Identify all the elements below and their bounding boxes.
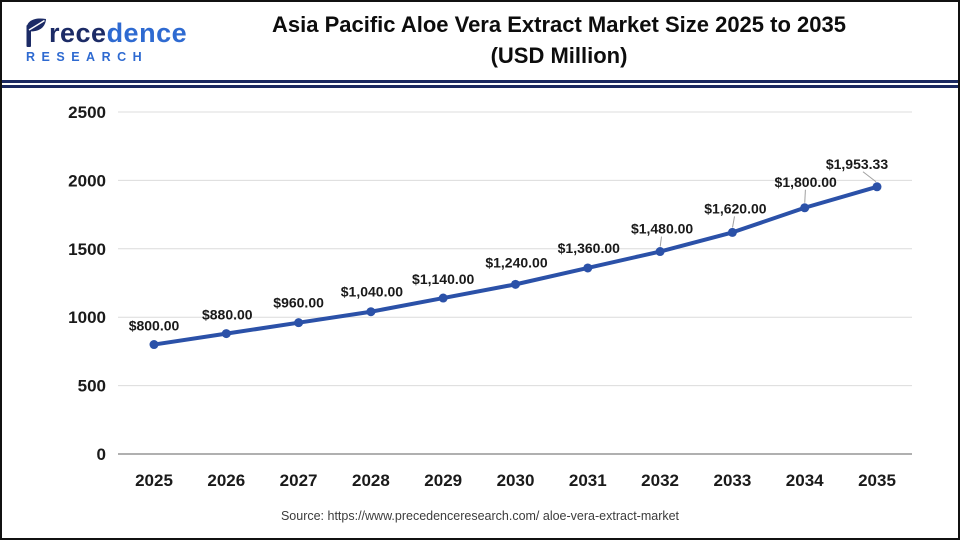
brand-subtitle: RESEARCH	[26, 50, 149, 64]
data-point	[149, 340, 159, 350]
data-point-label: $880.00	[202, 307, 253, 323]
x-tick-label: 2027	[280, 471, 318, 490]
x-tick-label: 2026	[207, 471, 245, 490]
y-tick-label: 500	[78, 377, 106, 396]
data-point	[727, 227, 737, 237]
line-chart: 0 500 1000 1500 2000 2500 2025 2026 2027 2028 2029…	[68, 103, 912, 490]
x-tick-label: 2025	[135, 471, 173, 490]
x-tick-label: 2032	[641, 471, 679, 490]
header-divider	[2, 80, 958, 88]
y-tick-label: 1500	[68, 240, 106, 259]
data-point-label: $1,953.33	[826, 156, 888, 172]
leaf-p-icon	[26, 18, 46, 47]
chart-title: Asia Pacific Aloe Vera Extract Market Si…	[172, 9, 946, 71]
data-point-label: $1,040.00	[341, 284, 403, 300]
data-point-label: $1,240.00	[485, 254, 547, 270]
y-tick-label: 0	[97, 445, 106, 464]
chart-title-line2: (USD Million)	[490, 43, 628, 68]
x-tick-label: 2028	[352, 471, 390, 490]
data-point	[800, 203, 810, 213]
data-point	[872, 182, 882, 192]
label-leader-line	[804, 189, 806, 203]
y-tick-label: 2000	[68, 171, 106, 190]
x-tick-label: 2031	[569, 471, 607, 490]
x-tick-label: 2033	[713, 471, 751, 490]
brand-text-blue: dence	[106, 18, 188, 48]
brand-wordmark: Precedence	[24, 18, 187, 47]
data-point-label: $800.00	[129, 318, 180, 334]
source-text: Source: https://www.precedenceresearch.c…	[280, 509, 680, 523]
data-point	[655, 247, 665, 257]
y-tick-label: 1000	[68, 308, 106, 327]
data-point-label: $960.00	[273, 295, 324, 311]
data-point	[438, 293, 448, 303]
x-tick-label: 2030	[497, 471, 535, 490]
chart-title-line1: Asia Pacific Aloe Vera Extract Market Si…	[272, 12, 846, 37]
label-leader-line	[659, 236, 662, 247]
brand-text-navy: rece	[49, 18, 107, 48]
x-tick-label: 2035	[858, 471, 896, 490]
x-tick-label: 2034	[786, 471, 824, 490]
data-point-label: $1,140.00	[412, 271, 474, 287]
brand-logo: Precedence RESEARCH	[24, 18, 187, 64]
x-tick-label: 2029	[424, 471, 462, 490]
header: Precedence RESEARCH Asia Pacific Aloe Ve…	[2, 2, 958, 80]
label-leader-line	[862, 171, 877, 183]
data-point	[294, 318, 304, 328]
data-point-label: $1,800.00	[775, 174, 837, 190]
data-point	[366, 307, 376, 317]
data-point	[511, 279, 520, 289]
data-point	[221, 329, 231, 339]
y-tick-label: 2500	[68, 103, 106, 122]
data-point-label: $1,480.00	[631, 221, 693, 237]
data-point	[583, 263, 593, 273]
label-leader-line	[732, 216, 735, 228]
data-point-label: $1,360.00	[558, 240, 620, 256]
data-point-label: $1,620.00	[704, 200, 766, 216]
